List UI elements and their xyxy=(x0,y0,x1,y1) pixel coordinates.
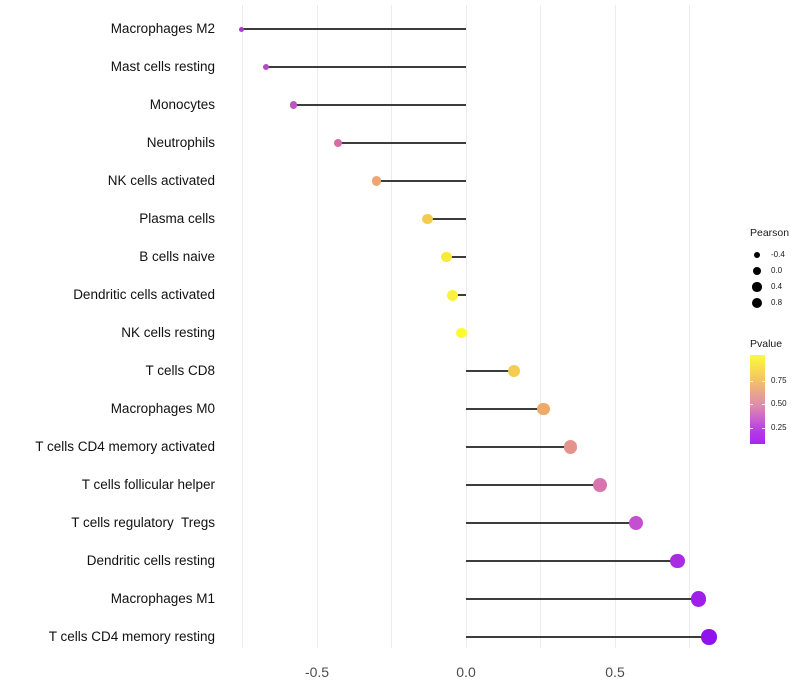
pvalue-colorbar-tick xyxy=(762,380,765,382)
lollipop-dot xyxy=(289,101,297,109)
gridline xyxy=(614,5,616,648)
lollipop-stem xyxy=(446,256,466,258)
gridline xyxy=(465,5,467,648)
gridline xyxy=(689,5,690,648)
category-label: T cells regulatory Tregs xyxy=(71,515,215,530)
gridline xyxy=(242,5,243,648)
lollipop-stem xyxy=(466,522,636,524)
pvalue-colorbar-tick xyxy=(750,403,753,405)
lollipop-dot xyxy=(333,138,343,148)
pvalue-colorbar-tick xyxy=(762,427,765,429)
lollipop-dot xyxy=(456,327,467,339)
pvalue-legend-label: 0.25 xyxy=(771,422,787,432)
category-label: Dendritic cells resting xyxy=(86,553,215,568)
pvalue-colorbar xyxy=(750,355,765,444)
lollipop-stem xyxy=(266,66,466,68)
gridline xyxy=(540,5,541,648)
x-axis-tick-label: 0.5 xyxy=(605,664,625,680)
category-label: Macrophages M1 xyxy=(110,591,215,606)
pvalue-legend-title: Pvalue xyxy=(750,338,783,350)
pearson-legend-dot xyxy=(751,297,763,309)
lollipop-stem xyxy=(466,636,709,638)
lollipop-dot xyxy=(690,591,707,607)
lollipop-dot xyxy=(537,402,550,416)
lollipop-dot xyxy=(507,364,520,378)
category-label: NK cells resting xyxy=(121,325,215,340)
pearson-legend-label: 0.8 xyxy=(771,298,783,307)
lollipop-stem xyxy=(376,180,466,182)
lollipop-stem xyxy=(466,560,678,562)
pearson-legend-label: 0.0 xyxy=(771,266,783,275)
category-label: Mast cells resting xyxy=(110,59,215,74)
lollipop-dot xyxy=(447,289,459,301)
pvalue-colorbar-tick xyxy=(750,380,753,382)
pearson-legend-dot xyxy=(753,267,761,275)
category-label: T cells CD4 memory resting xyxy=(48,629,215,644)
lollipop-stem xyxy=(293,104,466,106)
lollipop-dot xyxy=(371,176,382,186)
lollipop-stem xyxy=(427,218,466,220)
lollipop-stem xyxy=(466,446,571,448)
lollipop-stem xyxy=(466,484,601,486)
x-axis-tick-label: -0.5 xyxy=(304,664,330,680)
lollipop-stem xyxy=(241,28,466,30)
category-label: Monocytes xyxy=(149,97,215,112)
lollipop-dot xyxy=(670,553,685,569)
pvalue-colorbar-tick xyxy=(750,427,753,429)
category-label: Plasma cells xyxy=(139,211,215,226)
lollipop-dot xyxy=(263,63,270,71)
category-label: NK cells activated xyxy=(107,173,215,188)
lollipop-dot xyxy=(628,515,643,531)
lollipop-dot xyxy=(441,251,453,263)
category-label: T cells CD4 memory activated xyxy=(35,439,215,454)
gridline xyxy=(391,5,392,648)
x-axis-tick-label: 0.0 xyxy=(456,664,476,680)
lollipop-stem xyxy=(466,598,699,600)
pearson-legend-dot xyxy=(752,282,762,292)
category-label: Dendritic cells activated xyxy=(73,287,215,302)
pvalue-colorbar-tick xyxy=(762,403,765,405)
pearson-legend-label: 0.4 xyxy=(771,282,783,291)
pvalue-legend-label: 0.50 xyxy=(771,398,787,408)
category-label: T cells follicular helper xyxy=(81,477,215,492)
lollipop-dot xyxy=(238,26,244,32)
lollipop-stem xyxy=(466,370,514,372)
category-label: B cells naive xyxy=(139,249,215,264)
category-label: T cells CD8 xyxy=(145,363,215,378)
category-label: Macrophages M0 xyxy=(110,401,215,416)
pearson-legend-label: -0.4 xyxy=(771,250,785,259)
lollipop-dot xyxy=(593,478,607,492)
category-label: Neutrophils xyxy=(146,135,215,150)
lollipop-dot xyxy=(563,440,577,454)
pearson-legend-dot xyxy=(754,252,760,258)
lollipop-dot xyxy=(422,213,433,225)
lollipop-dot xyxy=(701,629,717,645)
pearson-legend-title: Pearson xyxy=(750,227,790,239)
pvalue-legend-label: 0.75 xyxy=(771,375,787,385)
lollipop-stem xyxy=(452,294,466,296)
gridline xyxy=(316,5,318,648)
category-label: Macrophages M2 xyxy=(110,21,215,36)
lollipop-stem xyxy=(337,142,466,144)
lollipop-stem xyxy=(466,408,544,410)
